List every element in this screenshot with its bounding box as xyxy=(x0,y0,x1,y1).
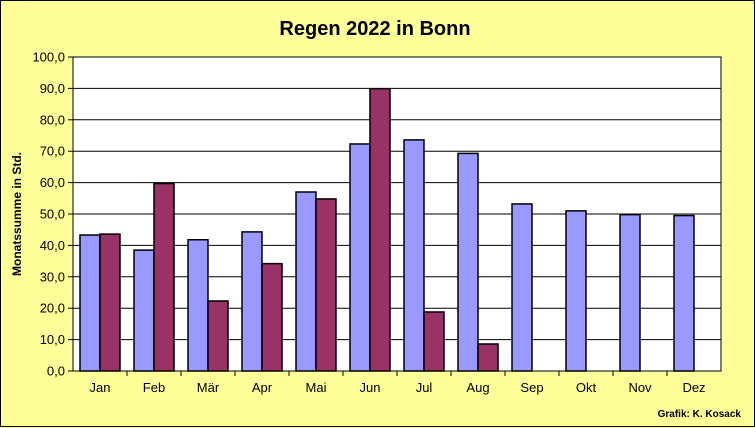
bar-series-1 xyxy=(79,234,101,372)
bar-series-1 xyxy=(241,231,263,372)
x-tick-label: Sep xyxy=(520,380,543,395)
bar-series-1 xyxy=(187,238,209,372)
bar-series-1 xyxy=(295,191,317,372)
bar-series-2 xyxy=(423,311,445,372)
x-tick-label: Apr xyxy=(252,380,273,395)
bar-series-2 xyxy=(261,262,283,372)
y-tick-label: 40,0 xyxy=(40,238,65,253)
chart-title: Regen 2022 in Bonn xyxy=(279,18,470,40)
x-tick-label: Okt xyxy=(576,380,597,395)
x-tick-label: Aug xyxy=(466,380,489,395)
bar-series-1 xyxy=(457,152,479,372)
bar-series-1 xyxy=(619,213,641,372)
x-tick-label: Mär xyxy=(197,380,220,395)
y-axis-label: Monatssumme in Std. xyxy=(10,152,24,276)
y-tick-label: 70,0 xyxy=(40,144,65,159)
bar-series-2 xyxy=(315,198,337,372)
y-tick-label: 10,0 xyxy=(40,332,65,347)
bars xyxy=(79,87,695,372)
x-tick-label: Dez xyxy=(682,380,705,395)
x-tick-label: Nov xyxy=(628,380,652,395)
bar-series-2 xyxy=(477,343,499,372)
x-tick-label: Mai xyxy=(306,380,327,395)
x-tick-label: Jul xyxy=(416,380,433,395)
bar-series-1 xyxy=(133,249,155,372)
bar-series-1 xyxy=(349,143,371,372)
y-tick-label: 0,0 xyxy=(47,364,65,379)
y-tick-label: 20,0 xyxy=(40,301,65,316)
x-tick-label: Jan xyxy=(90,380,111,395)
x-tick-label: Feb xyxy=(143,380,165,395)
y-tick-label: 80,0 xyxy=(40,112,65,127)
credit-text: Grafik: K. Kosack xyxy=(658,409,742,420)
bar-series-1 xyxy=(673,214,695,372)
y-tick-label: 30,0 xyxy=(40,269,65,284)
x-tick-labels: Jan Feb Mär Apr Mai Jun Jul Aug Sep Okt Nov Dez xyxy=(90,371,706,395)
x-tick-label: Jun xyxy=(360,380,381,395)
bar-series-2 xyxy=(369,87,391,372)
bar-series-2 xyxy=(153,182,175,372)
gridlines xyxy=(73,87,721,341)
y-tick-label: 100,0 xyxy=(32,50,65,65)
bar-series-1 xyxy=(511,203,533,372)
y-tick-labels: 0,0 10,0 20,0 30,0 40,0 50,0 60,0 70,0 80,0 90,0 1… xyxy=(32,50,73,379)
y-tick-label: 90,0 xyxy=(40,81,65,96)
bar-series-2 xyxy=(207,300,229,372)
bar-series-1 xyxy=(565,210,587,372)
y-tick-label: 60,0 xyxy=(40,175,65,190)
bar-series-2 xyxy=(99,233,121,372)
y-tick-label: 50,0 xyxy=(40,207,65,222)
bar-series-1 xyxy=(403,139,425,372)
